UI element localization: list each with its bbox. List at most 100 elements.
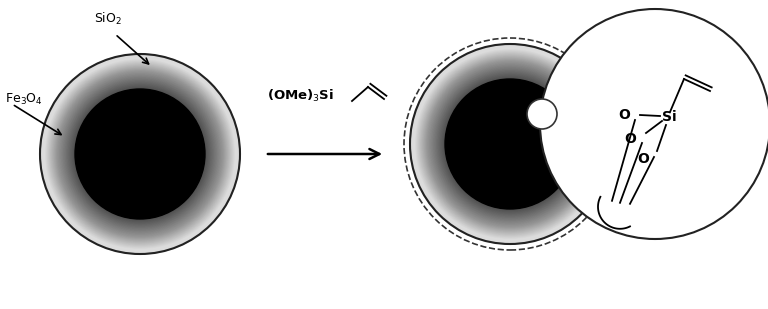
Circle shape (57, 71, 223, 237)
Circle shape (433, 67, 587, 221)
Circle shape (440, 74, 581, 214)
Circle shape (59, 73, 220, 235)
Circle shape (415, 49, 605, 239)
Circle shape (422, 56, 598, 232)
Circle shape (55, 69, 226, 239)
Circle shape (415, 50, 604, 238)
Circle shape (66, 80, 214, 228)
Circle shape (41, 55, 239, 253)
Circle shape (443, 77, 577, 211)
Circle shape (444, 78, 576, 210)
Circle shape (74, 88, 206, 220)
Text: Fe$_3$O$_4$: Fe$_3$O$_4$ (5, 91, 43, 107)
Circle shape (44, 58, 236, 250)
Circle shape (423, 57, 598, 231)
Circle shape (54, 67, 227, 241)
Circle shape (62, 76, 218, 232)
Circle shape (429, 63, 591, 225)
Circle shape (422, 56, 598, 232)
Circle shape (58, 72, 222, 236)
Circle shape (68, 82, 212, 226)
Circle shape (51, 65, 229, 243)
Circle shape (70, 84, 210, 224)
Circle shape (435, 70, 584, 218)
Circle shape (58, 71, 223, 236)
Circle shape (40, 54, 240, 254)
Circle shape (439, 73, 581, 215)
Circle shape (413, 47, 607, 241)
Circle shape (50, 64, 230, 244)
Circle shape (44, 57, 237, 251)
Circle shape (429, 63, 591, 225)
Circle shape (48, 62, 232, 246)
Circle shape (425, 60, 594, 228)
Circle shape (72, 86, 208, 222)
Circle shape (424, 58, 596, 230)
Circle shape (43, 57, 237, 251)
Circle shape (416, 50, 604, 238)
Circle shape (66, 80, 214, 228)
Circle shape (411, 44, 610, 243)
Circle shape (413, 47, 607, 241)
Circle shape (54, 68, 226, 240)
Circle shape (415, 50, 604, 238)
Circle shape (68, 83, 211, 226)
Circle shape (60, 74, 220, 234)
Circle shape (56, 70, 224, 238)
Circle shape (49, 63, 230, 245)
Circle shape (442, 77, 578, 211)
Circle shape (61, 75, 219, 233)
Circle shape (48, 61, 233, 246)
Circle shape (73, 87, 207, 221)
Circle shape (62, 76, 218, 232)
Circle shape (418, 52, 602, 236)
Circle shape (435, 69, 585, 219)
Circle shape (425, 59, 595, 229)
Circle shape (51, 66, 228, 242)
Circle shape (67, 81, 214, 227)
Circle shape (435, 69, 585, 219)
Circle shape (61, 74, 220, 234)
Circle shape (438, 72, 582, 216)
Circle shape (73, 87, 207, 221)
Circle shape (430, 64, 590, 224)
Circle shape (527, 99, 557, 129)
Circle shape (55, 69, 225, 239)
Circle shape (69, 83, 211, 225)
Circle shape (59, 73, 220, 235)
Circle shape (444, 78, 576, 210)
Circle shape (51, 65, 230, 243)
Circle shape (53, 67, 227, 241)
Circle shape (61, 76, 218, 232)
Circle shape (429, 63, 591, 225)
Circle shape (438, 71, 583, 217)
Circle shape (421, 54, 600, 234)
Circle shape (418, 52, 602, 236)
Circle shape (65, 78, 216, 230)
Circle shape (435, 70, 584, 218)
Circle shape (442, 76, 578, 212)
Circle shape (48, 63, 231, 245)
Circle shape (417, 51, 603, 237)
Circle shape (46, 60, 234, 248)
Circle shape (432, 67, 588, 221)
Circle shape (65, 79, 215, 229)
Circle shape (40, 54, 240, 254)
Circle shape (445, 79, 575, 209)
Circle shape (435, 69, 585, 219)
Text: SiO$_2$: SiO$_2$ (94, 11, 122, 27)
Circle shape (419, 53, 601, 235)
Circle shape (439, 73, 581, 215)
Circle shape (42, 56, 237, 252)
Circle shape (51, 65, 229, 243)
Text: Si: Si (662, 110, 677, 124)
Circle shape (433, 67, 587, 221)
Circle shape (46, 61, 233, 248)
Circle shape (51, 65, 230, 243)
Circle shape (51, 66, 228, 242)
Circle shape (415, 49, 605, 239)
Circle shape (415, 49, 604, 239)
Circle shape (56, 70, 223, 238)
Circle shape (47, 61, 233, 247)
Circle shape (60, 74, 220, 234)
